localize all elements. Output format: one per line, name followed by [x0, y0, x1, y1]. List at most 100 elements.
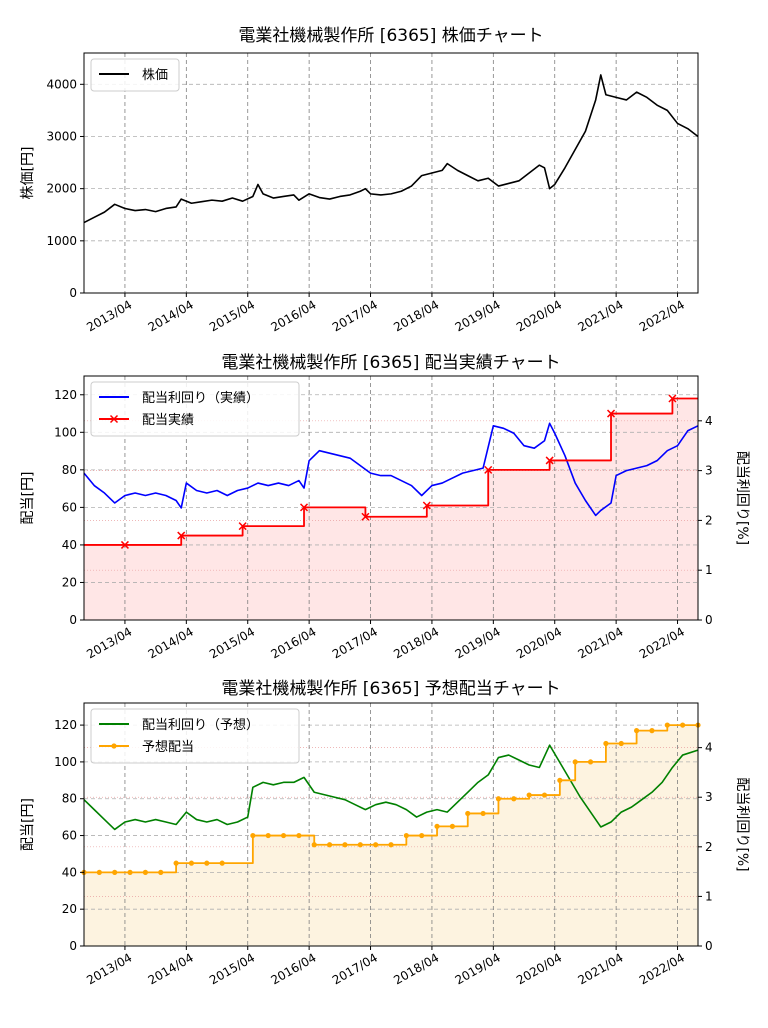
y-tick-label: 100 [54, 755, 77, 769]
data-point-marker [265, 832, 271, 839]
legend-label: 配当実績 [142, 412, 194, 428]
data-point-marker [112, 869, 118, 875]
y2-tick-label: 2 [705, 840, 713, 854]
x-tick-label: 2019/04 [453, 624, 503, 661]
legend-box [90, 58, 180, 92]
y2-tick-label: 1 [705, 563, 713, 577]
data-point-marker [606, 409, 616, 418]
marker-stroke [606, 409, 616, 418]
x-tick-label: 2015/04 [207, 624, 257, 661]
y2-tick-label: 0 [705, 613, 713, 627]
x-tick-label: 2016/04 [268, 297, 318, 334]
marker-stroke [120, 540, 129, 549]
x-tick-label: 2022/04 [637, 950, 687, 987]
x-tick-label: 2013/04 [84, 624, 134, 661]
marker-stroke [361, 512, 370, 521]
y2-axis-label: 配当利回り[%] [734, 777, 750, 871]
data-point-marker [373, 842, 379, 848]
data-point-marker [422, 501, 431, 510]
data-point-marker [511, 796, 517, 802]
data-point-marker [668, 394, 677, 403]
legend-box [90, 381, 300, 437]
plot-frame [83, 702, 699, 947]
y-tick-label: 0 [69, 286, 77, 300]
x-tick-label: 2020/04 [514, 624, 564, 661]
x-tick-label: 2020/04 [514, 950, 564, 987]
data-point-marker [173, 860, 179, 866]
data-point-marker [296, 832, 302, 839]
data-point-marker [680, 722, 686, 728]
y2-tick-label: 0 [705, 939, 713, 953]
data-point-marker [541, 792, 548, 798]
legend-marker [109, 414, 119, 424]
data-point-marker [361, 512, 370, 521]
legend: 株価 [90, 58, 180, 92]
chart-2: 電業社機械製作所 [6365] 配当実績チャート 0 20 40 60 80 100 120 0… [20, 353, 750, 662]
legend-box [90, 708, 300, 764]
x-tick-label: 2020/04 [514, 297, 564, 334]
y-tick-label: 40 [62, 865, 77, 879]
y2-axis-label: 配当利回り[%] [734, 451, 750, 545]
x-tick-label: 2018/04 [391, 297, 441, 334]
chart-title: 電業社機械製作所 [6365] 予想配当チャート [221, 679, 560, 699]
x-tick-label: 2014/04 [146, 950, 196, 987]
y-tick-label: 1000 [46, 234, 77, 248]
series-line-1 [83, 74, 699, 224]
y2-tick-label: 4 [705, 741, 713, 755]
x-tick-label: 2015/04 [207, 950, 257, 987]
x-tick-label: 2021/04 [575, 950, 625, 987]
data-point-marker [158, 869, 164, 875]
data-point-marker [299, 503, 309, 512]
y-tick-label: 4000 [46, 77, 77, 91]
data-point-marker [96, 869, 102, 875]
series-line-2 [84, 724, 698, 874]
series-line-1 [83, 422, 699, 517]
x-tick-label: 2016/04 [268, 624, 318, 661]
y-tick-label: 120 [54, 718, 77, 732]
data-point-marker [403, 832, 409, 839]
y-tick-label: 20 [62, 902, 77, 916]
data-point-marker [484, 465, 493, 474]
data-point-marker [572, 759, 578, 765]
data-point-marker [280, 832, 287, 839]
x-tick-label: 2021/04 [575, 624, 625, 661]
y2-tick-label: 3 [705, 464, 713, 478]
data-point-marker [545, 456, 554, 465]
data-point-marker [250, 832, 256, 839]
data-point-marker [219, 860, 225, 866]
y-axis-label: 配当[円] [20, 472, 36, 525]
data-point-marker [327, 842, 333, 848]
marker-stroke [422, 501, 431, 510]
data-point-marker [618, 740, 624, 747]
legend-label: 予想配当 [142, 739, 194, 755]
x-tick-label: 2017/04 [330, 624, 380, 661]
data-point-marker [388, 842, 394, 848]
x-tick-label: 2013/04 [84, 297, 134, 334]
y-tick-label: 3000 [46, 129, 77, 143]
data-point-marker [649, 728, 655, 734]
marker-stroke [238, 522, 247, 531]
data-point-marker [342, 842, 348, 848]
data-point-marker [634, 728, 640, 734]
data-point-marker [120, 540, 129, 549]
marker-stroke [484, 465, 493, 474]
y2-tick-label: 4 [705, 414, 713, 428]
chart-3: 電業社機械製作所 [6365] 予想配当チャート 0 20 40 60 80 100 120 0… [20, 679, 750, 988]
x-tick-label: 2021/04 [575, 297, 625, 334]
data-point-marker [557, 777, 563, 783]
data-point-marker [311, 842, 317, 848]
marker-stroke [299, 503, 309, 512]
legend-label: 配当利回り（実績） [142, 390, 259, 406]
y-tick-label: 80 [62, 792, 77, 806]
data-point-marker [127, 869, 133, 875]
data-point-marker [587, 759, 594, 765]
y-tick-label: 40 [62, 538, 77, 552]
marker-stroke [668, 394, 677, 403]
data-point-marker [142, 869, 148, 875]
legend: 配当利回り（実績） 配当実績 [90, 381, 300, 437]
series-line-2 [84, 397, 698, 546]
data-point-marker [449, 823, 455, 829]
x-tick-label: 2022/04 [637, 297, 687, 334]
